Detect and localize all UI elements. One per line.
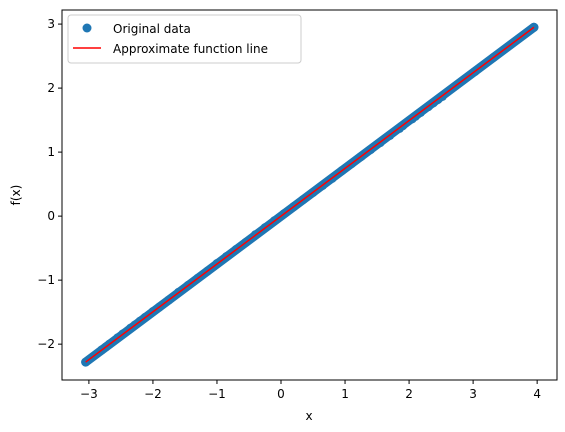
x-tick-label: −3 [80,387,98,401]
x-tick-label: 2 [405,387,413,401]
legend: Original data Approximate function line [67,14,302,64]
legend-marker-original-data [82,23,92,33]
x-axis-label: x [305,409,312,423]
x-axis-ticks: −3 −2 −1 0 1 2 3 4 [80,380,541,401]
y-tick-label: 1 [47,145,55,159]
x-tick-label: −1 [208,387,226,401]
legend-box [67,14,302,64]
y-tick-label: 0 [47,209,55,223]
y-axis-ticks: −2 −1 0 1 2 3 [37,17,62,351]
legend-label-original-data: Original data [113,22,191,36]
approx-function-line [85,26,535,363]
x-tick-label: 0 [277,387,285,401]
x-tick-label: −2 [144,387,162,401]
y-tick-label: −1 [37,273,55,287]
x-tick-label: 3 [469,387,477,401]
plot-frame [61,9,558,381]
y-tick-label: 3 [47,17,55,31]
x-tick-label: 4 [533,387,541,401]
chart-marks [81,22,539,367]
y-axis-label: f(x) [9,185,23,206]
legend-label-approx-line: Approximate function line [113,42,268,56]
x-tick-label: 1 [341,387,349,401]
y-tick-label: 2 [47,81,55,95]
y-tick-label: −2 [37,337,55,351]
